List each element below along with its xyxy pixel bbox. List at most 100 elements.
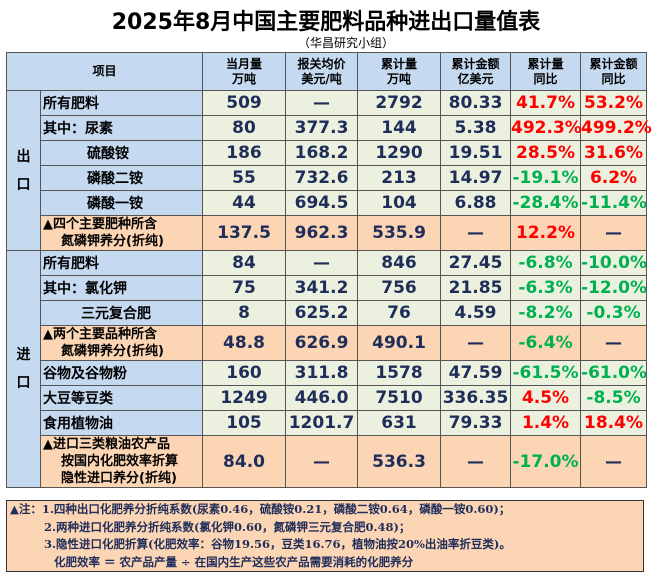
- header-volume-yoy: 累计量 同比: [510, 52, 582, 91]
- cell-avg-price: 377.3: [285, 115, 359, 141]
- cell-amount-yoy: -61.0%: [580, 360, 647, 386]
- cell-avg-price: 446.0: [285, 385, 359, 411]
- cell-avg-price: 311.8: [285, 360, 359, 386]
- cell-volume-yoy: -28.4%: [510, 190, 582, 216]
- table-row: 三元复合肥 8 625.2 76 4.59 -8.2% -0.3%: [7, 300, 648, 326]
- cell-volume-yoy: 492.3%: [510, 115, 582, 141]
- export-section-label: 出口: [6, 90, 41, 251]
- cell-cum-volume: 213: [357, 165, 442, 191]
- note-1: ▲注：1.四种出口化肥养分折纯系数(尿素0.46，硫酸铵0.21，磷酸二铵0.6…: [10, 502, 511, 516]
- cell-amount-yoy: 499.2%: [580, 115, 652, 141]
- row-label: 所有肥料: [39, 90, 204, 116]
- header-amount-yoy: 累计金额 同比: [580, 52, 648, 91]
- table-row: 磷酸二铵 55 732.6 213 14.97 -19.1% 6.2%: [7, 165, 648, 191]
- cell-cum-volume: 1290: [357, 140, 442, 166]
- row-label: 硫酸铵: [39, 140, 204, 166]
- cell-amount-yoy: —: [580, 215, 648, 251]
- cell-volume-yoy: 4.5%: [510, 385, 582, 411]
- cell-amount-yoy: -12.0%: [580, 275, 647, 301]
- cell-month-volume: 84.0: [202, 435, 287, 488]
- cell-cum-volume: 631: [357, 410, 442, 436]
- header-avg-price: 报关均价 美元/吨: [285, 52, 359, 91]
- table-row: 进口所有肥料 84—846 27.45 -6.8% -10.0%: [6, 250, 647, 488]
- trade-table: 项目 当月量 万吨 报关均价 美元/吨 累计量 万吨 累计金额 亿美元 累计量 同比 累计…: [5, 52, 652, 488]
- row-label: 磷酸二铵: [39, 165, 204, 191]
- cell-cum-volume: 756: [357, 275, 442, 301]
- cell-cum-amount: 336.35: [440, 385, 512, 411]
- cell-volume-yoy: -8.2%: [510, 300, 582, 326]
- cell-cum-amount: 27.45: [440, 250, 512, 276]
- cell-volume-yoy: 1.4%: [510, 410, 582, 436]
- row-label: 其中：氯化钾: [39, 275, 204, 301]
- cell-month-volume: 509: [202, 90, 287, 116]
- header-cum-volume: 累计量 万吨: [357, 52, 442, 91]
- cell-volume-yoy: -19.1%: [510, 165, 582, 191]
- row-label: 所有肥料: [39, 250, 204, 276]
- cell-amount-yoy: —: [580, 435, 648, 488]
- cell-volume-yoy: -6.4%: [510, 325, 582, 361]
- cell-avg-price: —: [285, 90, 359, 116]
- cell-cum-amount: 14.97: [440, 165, 512, 191]
- header-cum-amount: 累计金额 亿美元: [440, 52, 512, 91]
- table-row: 其中：氯化钾 75 341.2 756 21.85 -6.3% -12.0%: [7, 275, 647, 301]
- row-label: 食用植物油: [39, 410, 204, 436]
- note-4: 化肥效率 ＝ 农产品产量 ÷ 在国内生产这些农产品需要消耗的化肥养分: [54, 554, 414, 569]
- row-label: 大豆等豆类: [39, 385, 204, 411]
- cell-amount-yoy: 6.2%: [580, 165, 648, 191]
- cell-amount-yoy: —: [580, 325, 648, 361]
- header-item: 项目: [5, 52, 204, 91]
- row-label: 谷物及谷物粉: [39, 360, 204, 386]
- cell-month-volume: 75: [202, 275, 287, 301]
- cell-month-volume: 48.8: [202, 325, 287, 361]
- cell-cum-amount: 6.88: [440, 190, 512, 216]
- table-row: 其中：尿素 80 377.3 144 5.38 492.3% 499.2%: [7, 115, 652, 141]
- table-row: ▲两个主要品种所含 氮磷钾养分(折纯) 48.8 626.9 490.1— -6.4% —: [7, 325, 648, 361]
- cell-amount-yoy: 31.6%: [580, 140, 648, 166]
- cell-cum-amount: 5.38: [440, 115, 512, 141]
- cell-volume-yoy: 12.2%: [510, 215, 582, 251]
- table-row: ▲四个主要肥种所含 氮磷钾养分(折纯) 137.5 962.3 535.9—12.2% —: [7, 215, 648, 251]
- cell-month-volume: 1249: [202, 385, 287, 411]
- table-row: 谷物及谷物粉 160 311.8 1578 47.59 -61.5% -61.0%: [7, 360, 647, 386]
- cell-avg-price: —: [285, 250, 359, 276]
- cell-cum-volume: 144: [357, 115, 442, 141]
- cell-amount-yoy: 18.4%: [580, 410, 648, 436]
- cell-cum-amount: —: [440, 435, 512, 488]
- cell-volume-yoy: 41.7%: [510, 90, 582, 116]
- cell-cum-volume: 7510: [357, 385, 442, 411]
- cell-avg-price: 626.9: [285, 325, 359, 361]
- cell-cum-amount: —: [440, 325, 512, 361]
- cell-month-volume: 44: [202, 190, 287, 216]
- cell-month-volume: 55: [202, 165, 287, 191]
- cell-cum-amount: 47.59: [440, 360, 512, 386]
- cell-cum-volume: 104: [357, 190, 442, 216]
- page-title: 2025年8月中国主要肥料品种进出口量值表: [111, 10, 541, 35]
- cell-cum-volume: 1578: [357, 360, 442, 386]
- row-label: ▲进口三类粮油农产品 按国内化肥效率折算 隐性进口养分(折纯): [39, 435, 204, 488]
- cell-volume-yoy: -6.3%: [510, 275, 582, 301]
- table-row: 硫酸铵 186 168.2 1290 19.51 28.5% 31.6%: [7, 140, 648, 166]
- cell-cum-amount: 80.33: [440, 90, 512, 116]
- import-section-label: 进口: [6, 250, 41, 488]
- table-row: 出口所有肥料 509—2792 80.33 41.7% 53.2%: [6, 90, 648, 251]
- cell-avg-price: 732.6: [285, 165, 359, 191]
- cell-amount-yoy: -8.5%: [580, 385, 648, 411]
- table-row: ▲进口三类粮油农产品 按国内化肥效率折算 隐性进口养分(折纯) 84.0—536.3—…: [7, 435, 648, 488]
- note-3: 3.隐性进口化肥折算(化肥效率：谷物19.56，豆类16.76，植物油按20%出…: [44, 537, 511, 551]
- footnotes: ▲注：1.四种出口化肥养分折纯系数(尿素0.46，硫酸铵0.21，磷酸二铵0.6…: [6, 500, 644, 572]
- cell-volume-yoy: -17.0%: [510, 435, 582, 488]
- cell-cum-volume: 846: [357, 250, 442, 276]
- table-row: 食用植物油 105 1201.7 631 79.33 1.4% 18.4%: [7, 410, 648, 436]
- cell-cum-volume: 535.9: [357, 215, 442, 251]
- cell-month-volume: 105: [202, 410, 287, 436]
- row-label: ▲四个主要肥种所含 氮磷钾养分(折纯): [39, 215, 204, 251]
- row-label: 磷酸一铵: [39, 190, 204, 216]
- cell-amount-yoy: -11.4%: [580, 190, 647, 216]
- row-label: ▲两个主要品种所含 氮磷钾养分(折纯): [39, 325, 204, 361]
- cell-cum-volume: 2792: [357, 90, 442, 116]
- cell-avg-price: 1201.7: [285, 410, 359, 436]
- cell-avg-price: 694.5: [285, 190, 359, 216]
- header-row: 项目 当月量 万吨 报关均价 美元/吨 累计量 万吨 累计金额 亿美元 累计量 同比 累计…: [5, 52, 648, 91]
- cell-amount-yoy: 53.2%: [580, 90, 648, 116]
- cell-month-volume: 160: [202, 360, 287, 386]
